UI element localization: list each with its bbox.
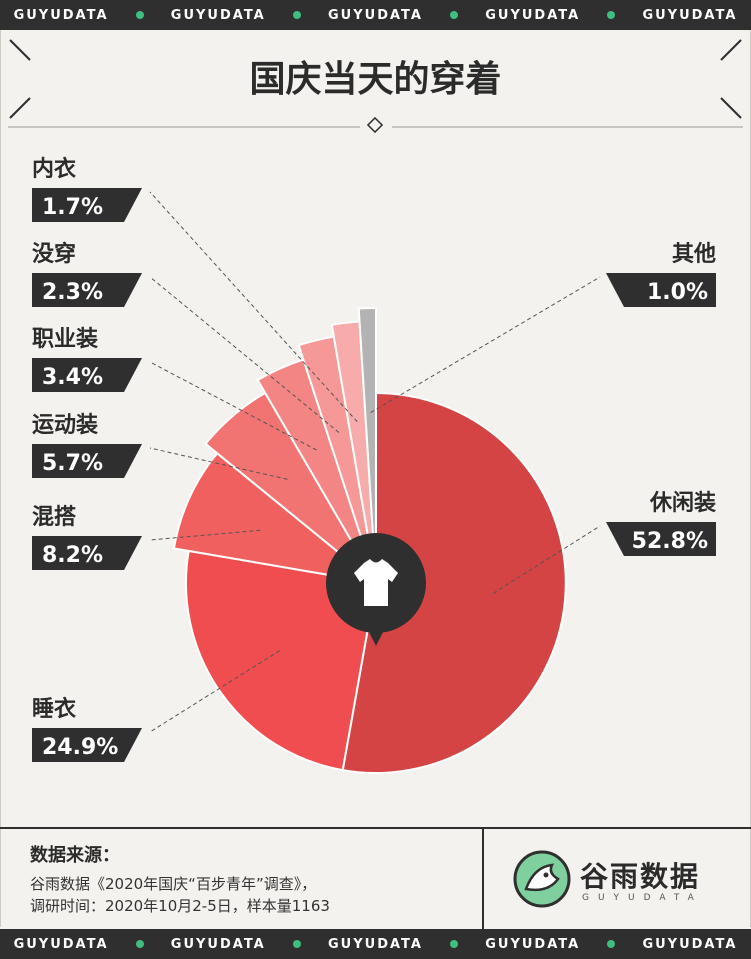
- brand-strip-text: GUYUDATA: [328, 7, 423, 23]
- slice-label: 职业装: [32, 327, 98, 352]
- green-dot-icon: [135, 11, 144, 19]
- value-badge: [606, 522, 716, 556]
- green-dot-icon: [607, 11, 616, 19]
- value-label: 5.7%: [42, 451, 103, 476]
- chart-title: 国庆当天的穿着: [249, 59, 502, 100]
- footer-divider: [482, 829, 484, 931]
- slice-label: 内衣: [32, 156, 76, 182]
- value-label: 2.3%: [42, 280, 103, 305]
- leader-line: [149, 276, 340, 433]
- slice-label: 混搭: [32, 505, 77, 530]
- brand-strip-text: GUYUDATA: [328, 936, 423, 952]
- leader-line: [149, 361, 317, 451]
- source-block: 数据来源： 谷雨数据《2020年国庆“百步青年”调查》， 调研时间：2020年1…: [30, 841, 460, 917]
- leader-line: [370, 276, 601, 414]
- green-dot-icon: [292, 940, 301, 948]
- brand-strip-text: GUYUDATA: [485, 936, 581, 952]
- brand-logo: 谷雨数据 GUYUDATA: [512, 849, 732, 911]
- center-badge: [326, 533, 426, 646]
- green-dot-icon: [292, 11, 301, 19]
- center-pointer: [366, 626, 386, 646]
- green-dot-icon: [135, 940, 144, 948]
- source-title: 数据来源：: [30, 845, 120, 866]
- leader-line: [149, 650, 280, 733]
- slice-label: 其他: [672, 242, 716, 267]
- value-label: 52.8%: [632, 529, 708, 554]
- brand-strip-text: GUYUDATA: [170, 7, 266, 23]
- footer: 数据来源： 谷雨数据《2020年国庆“百步青年”调查》， 调研时间：2020年1…: [0, 827, 751, 931]
- bird-logo-icon: [513, 850, 571, 908]
- value-label: 3.4%: [42, 365, 103, 390]
- green-dot-icon: [607, 940, 616, 948]
- leader-line: [493, 525, 601, 594]
- title-divider: [8, 116, 743, 134]
- pie-slice: [172, 451, 380, 585]
- corner-decorations: [9, 39, 742, 119]
- source-line-2: 调研时间：2020年10月2-5日，样本量1163: [30, 897, 330, 915]
- brand-strip-bottom: GUYUDATA GUYUDATA GUYUDATA GUYUDATA GUYUDATA: [0, 929, 751, 959]
- green-dot-icon: [450, 11, 459, 19]
- pie-slice: [184, 549, 378, 772]
- value-badge: [32, 536, 142, 570]
- brand-strip-text: GUYUDATA: [13, 936, 109, 952]
- logo-subtitle: GUYUDATA: [582, 893, 703, 903]
- leader-line: [149, 191, 358, 423]
- logo-name: 谷雨数据: [580, 860, 701, 893]
- green-dot-icon: [450, 940, 459, 948]
- brand-strip-text: GUYUDATA: [13, 7, 109, 23]
- slice-label: 休闲装: [649, 491, 716, 516]
- value-badge: [32, 728, 142, 762]
- pie-chart: 休闲装 52.8% 睡衣 24.9% 混搭 8.2% 运动装 5.7% 职业装 3.4% 没穿 2.3…: [8, 39, 743, 774]
- leader-line: [149, 529, 261, 541]
- value-label: 1.7%: [42, 195, 103, 220]
- value-badge: [32, 444, 142, 478]
- value-label: 8.2%: [42, 543, 103, 568]
- pie-slice: [357, 306, 377, 584]
- value-badge: [32, 358, 142, 392]
- brand-strip-text: GUYUDATA: [642, 7, 738, 23]
- source-line-1: 谷雨数据《2020年国庆“百步青年”调查》，: [30, 875, 317, 893]
- value-badge: [32, 273, 142, 307]
- slice-label: 没穿: [32, 241, 76, 267]
- value-label: 24.9%: [42, 735, 118, 760]
- value-badge: [32, 188, 142, 222]
- pie-slice: [341, 391, 567, 774]
- brand-strip-text: GUYUDATA: [642, 936, 738, 952]
- leader-line: [149, 447, 288, 480]
- slice-label: 睡衣: [32, 696, 76, 722]
- tshirt-icon: [354, 559, 398, 606]
- slice-label: 运动装: [32, 413, 98, 438]
- divider-diamond-icon: [366, 116, 384, 134]
- brand-strip-text: GUYUDATA: [485, 7, 581, 23]
- value-label: 1.0%: [647, 280, 708, 305]
- brand-strip-text: GUYUDATA: [170, 936, 266, 952]
- value-badge: [606, 273, 716, 307]
- brand-strip-top: GUYUDATA GUYUDATA GUYUDATA GUYUDATA GUYUDATA: [0, 0, 751, 30]
